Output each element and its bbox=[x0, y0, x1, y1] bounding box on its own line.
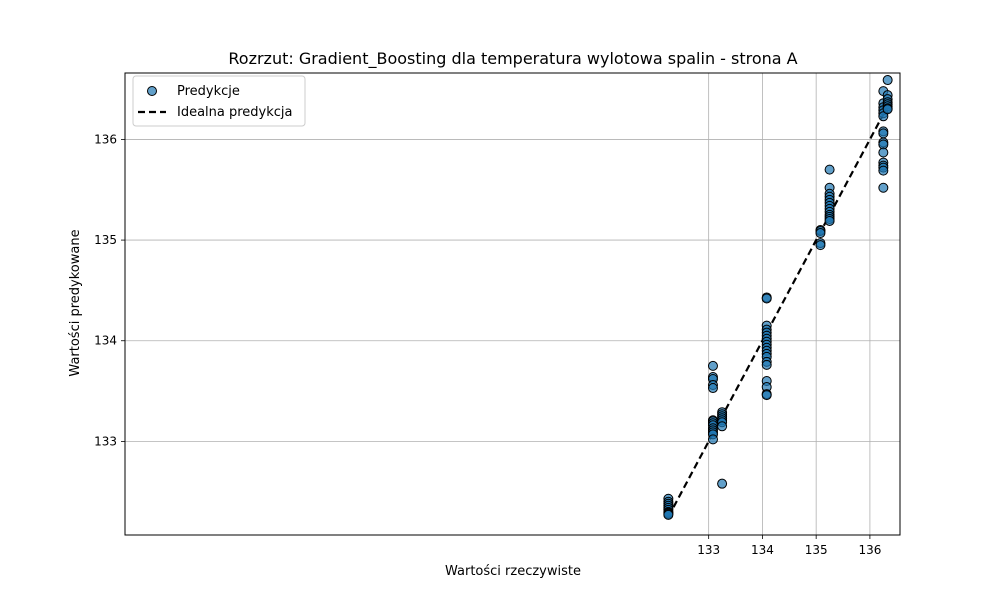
prediction-point bbox=[707, 383, 718, 394]
ideal-line-layer bbox=[667, 105, 889, 518]
prediction-point bbox=[717, 421, 728, 432]
y-axis-ticks: 133 134 135 136 bbox=[94, 132, 125, 448]
prediction-point bbox=[707, 434, 718, 445]
x-tick-label: 135 bbox=[805, 543, 828, 557]
prediction-point bbox=[878, 165, 889, 176]
y-tick-label: 133 bbox=[94, 434, 117, 448]
y-tick-label: 134 bbox=[94, 334, 117, 348]
points-layer bbox=[663, 75, 893, 520]
x-tick-label: 134 bbox=[751, 543, 774, 557]
prediction-point bbox=[761, 390, 772, 401]
prediction-point bbox=[824, 164, 835, 175]
prediction-point bbox=[761, 293, 772, 304]
legend-marker-points bbox=[147, 86, 157, 96]
x-axis-ticks: 133 134 135 136 bbox=[697, 535, 881, 557]
legend-label-ideal-line: Idealna predykcja bbox=[177, 105, 293, 120]
prediction-point bbox=[761, 359, 772, 370]
prediction-point bbox=[707, 360, 718, 371]
plot-frame bbox=[124, 72, 901, 536]
x-tick-label: 133 bbox=[697, 543, 720, 557]
x-axis-label: Wartości rzeczywiste bbox=[445, 564, 581, 579]
legend-box bbox=[132, 75, 306, 127]
plot-area bbox=[124, 72, 901, 536]
y-axis-label: Wartości predykowane bbox=[68, 229, 83, 376]
prediction-point bbox=[878, 147, 889, 158]
y-tick-label: 136 bbox=[94, 132, 117, 146]
ideal-prediction-line bbox=[667, 105, 889, 518]
prediction-point bbox=[824, 215, 835, 226]
y-tick-label: 135 bbox=[94, 233, 117, 247]
prediction-point bbox=[882, 104, 893, 115]
prediction-point bbox=[663, 509, 674, 520]
prediction-point bbox=[815, 228, 826, 239]
prediction-point bbox=[878, 182, 889, 193]
prediction-point bbox=[882, 75, 893, 86]
prediction-point bbox=[717, 478, 728, 489]
chart-title: Rozrzut: Gradient_Boosting dla temperatu… bbox=[228, 49, 797, 69]
prediction-point bbox=[878, 128, 889, 139]
x-tick-label: 136 bbox=[858, 543, 881, 557]
legend: Predykcje Idealna predykcja bbox=[132, 75, 306, 127]
legend-label-points: Predykcje bbox=[177, 84, 240, 99]
prediction-point bbox=[815, 240, 826, 251]
